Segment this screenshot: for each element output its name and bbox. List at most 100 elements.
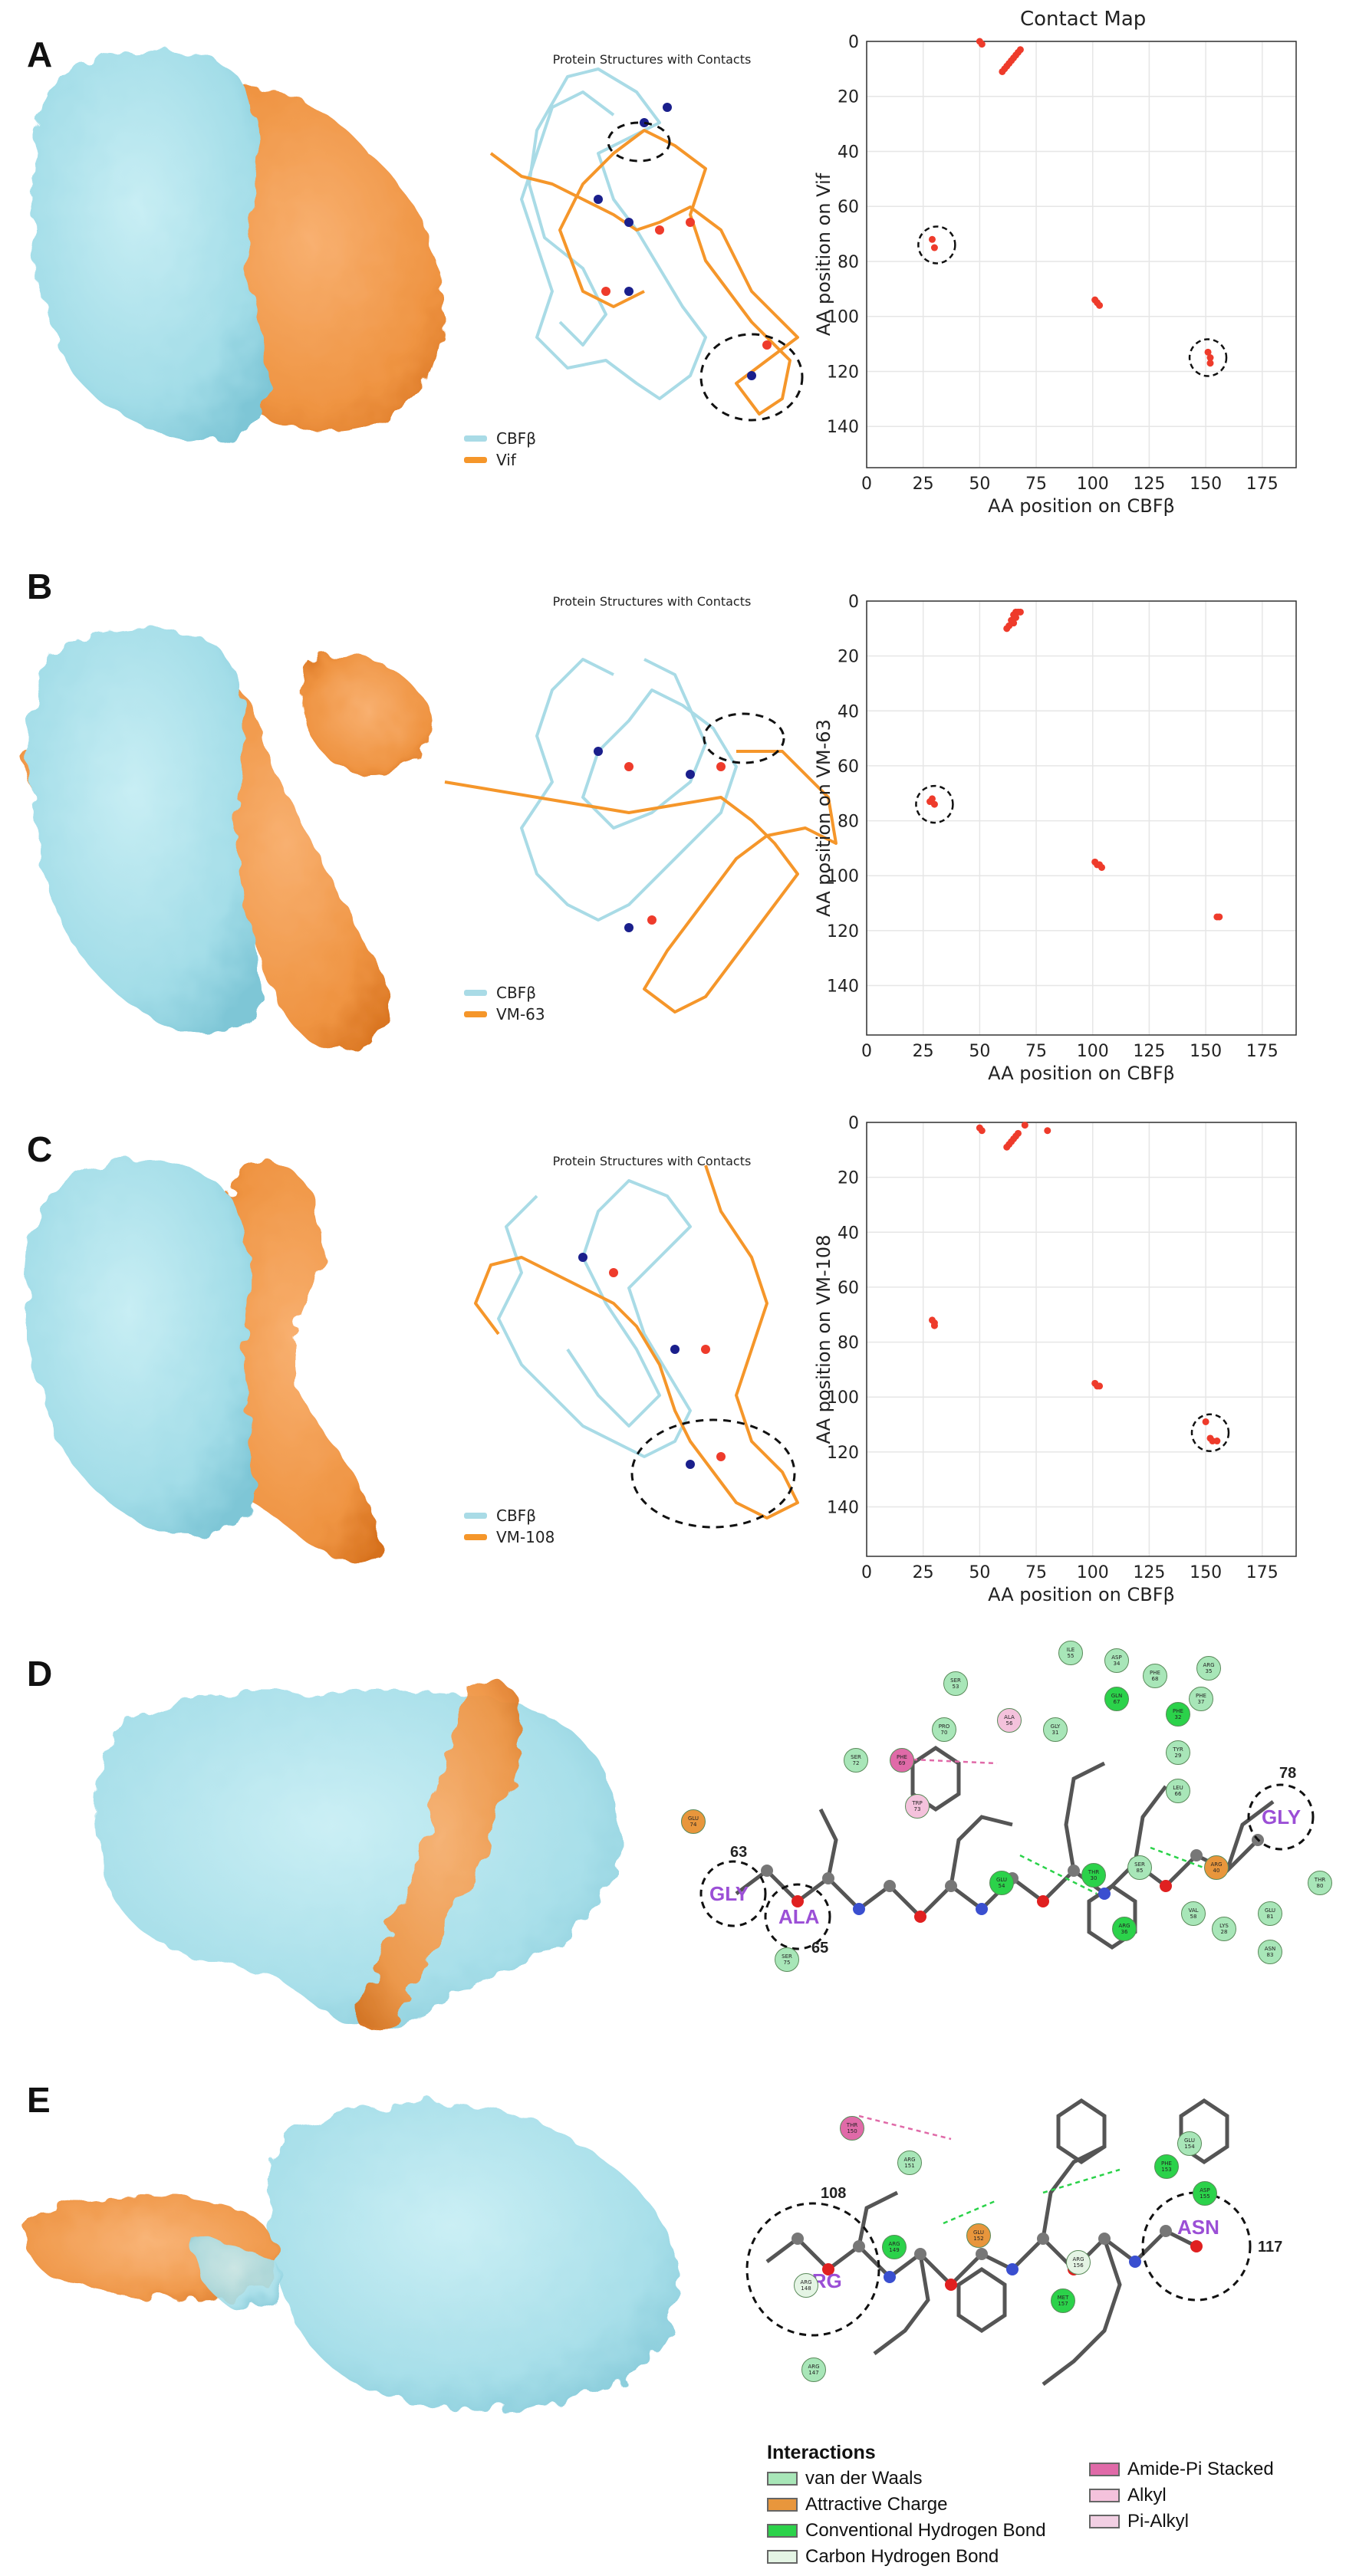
residue-bubble: THR 80	[1308, 1871, 1332, 1895]
y-tick-label: 120	[827, 363, 859, 382]
interaction-label: Pi-Alkyl	[1127, 2511, 1190, 2532]
residue-bubble: PHE 37	[1189, 1687, 1213, 1711]
grid	[866, 600, 1296, 1035]
residue-number: 108	[821, 2185, 847, 2202]
y-tick-label: 140	[827, 978, 859, 997]
x-tick-label: 50	[969, 475, 990, 494]
y-tick-label: 80	[838, 1334, 859, 1353]
residue-bubble: GLU 81	[1258, 1901, 1282, 1926]
y-tick-label: 20	[838, 1169, 859, 1188]
contact-point	[1016, 608, 1024, 616]
y-tick-label: 140	[827, 418, 859, 437]
x-tick-label: 100	[1077, 475, 1109, 494]
legend-label: VM-108	[496, 1528, 555, 1546]
y-tick-label: 0	[848, 33, 859, 52]
legend-swatch-partner	[464, 1534, 487, 1540]
interaction-swatch	[1089, 2463, 1120, 2476]
residue-number: 78	[1279, 1765, 1297, 1782]
plot-frame	[866, 41, 1297, 468]
panel-letter-a: A	[27, 34, 53, 74]
residue-bubble: ARG 35	[1196, 1656, 1221, 1681]
panel-letter-c: C	[27, 1129, 53, 1169]
residue-bubble: LEU 66	[1166, 1779, 1190, 1803]
contact-point	[1044, 1127, 1051, 1135]
x-tick-label: 175	[1246, 475, 1279, 494]
trace-a-partner	[489, 129, 799, 416]
interaction-item: Pi-Alkyl	[1089, 2511, 1189, 2532]
x-tick-label: 0	[861, 1042, 872, 1061]
interaction-label: Amide-Pi Stacked	[1127, 2459, 1274, 2479]
interaction-label: Attractive Charge	[805, 2494, 948, 2515]
panel-letter-d: D	[27, 1654, 53, 1694]
residue-bubble: ALA 56	[997, 1708, 1022, 1733]
contact-map-title: Contact Map	[1020, 8, 1147, 31]
interaction-item: Carbon Hydrogen Bond	[767, 2546, 999, 2568]
x-tick-label: 25	[913, 475, 934, 494]
legend-a-partner: Vif	[464, 451, 516, 469]
y-tick-label: 120	[827, 1444, 859, 1463]
residue-bubble: ARG 36	[1112, 1917, 1137, 1941]
contact-point	[1206, 354, 1214, 362]
x-axis-label: AA position on CBFβ	[988, 1063, 1175, 1084]
residue-label-gly: GLY	[709, 1882, 749, 1905]
residue-bubble: TRP 73	[905, 1794, 930, 1819]
plot-frame	[866, 600, 1297, 1036]
residue-bubble: ARG 40	[1204, 1855, 1229, 1880]
interaction-label: van der Waals	[805, 2468, 923, 2489]
residue-label-asn: ASN	[1177, 2216, 1219, 2239]
panel-letter-e: E	[27, 2080, 51, 2120]
contact-map-c: 0 25 50 75 100 125 150 175 0 20 40 60 80 100 120 140 AA …	[813, 1114, 1297, 1605]
interaction-item: Attractive Charge	[767, 2494, 947, 2515]
contact-point	[930, 1322, 938, 1329]
highlight-circle	[915, 784, 954, 824]
y-tick-label: 100	[827, 1388, 859, 1408]
residue-number: 63	[730, 1844, 748, 1861]
legend-label: Vif	[496, 451, 516, 469]
y-tick-label: 20	[838, 88, 859, 107]
residue-bubble: ARG 148	[794, 2273, 818, 2298]
residue-bubble: ILE 55	[1058, 1641, 1083, 1665]
y-tick-label: 0	[848, 593, 859, 612]
y-tick-label: 0	[848, 1114, 859, 1133]
contact-point	[1096, 301, 1104, 309]
residue-label-ala: ALA	[778, 1905, 820, 1928]
contact-point	[1003, 625, 1011, 632]
residue-bubble: THR 30	[1081, 1863, 1106, 1888]
y-tick-label: 60	[838, 1279, 859, 1298]
highlight-circle	[1188, 338, 1228, 377]
residue-number: 65	[811, 1940, 829, 1957]
legend-label: CBFβ	[496, 984, 536, 1002]
legend-c-cbf: CBFβ	[464, 1506, 536, 1525]
interaction-item: Alkyl	[1089, 2485, 1167, 2506]
x-tick-label: 150	[1190, 1042, 1222, 1061]
y-tick-label: 40	[838, 143, 859, 162]
contact-point	[1098, 863, 1106, 871]
y-tick-label: 100	[827, 308, 859, 327]
legend-swatch-cbf	[464, 1513, 487, 1519]
trace-c-partner	[474, 1165, 799, 1520]
residue-bubble: GLU 54	[989, 1871, 1014, 1895]
interaction-label: Alkyl	[1127, 2485, 1167, 2505]
legend-c-partner: VM-108	[464, 1528, 555, 1546]
surface-c	[25, 1159, 383, 1564]
interactions-legend: Interactions van der Waals Attractive Ch…	[767, 2442, 1346, 2572]
residue-bubble: PHE 69	[890, 1748, 914, 1773]
x-tick-label: 100	[1077, 1042, 1109, 1061]
interaction-swatch	[767, 2498, 798, 2512]
residue-number: 117	[1258, 2239, 1283, 2256]
plot-frame	[866, 1122, 1297, 1557]
interaction-swatch	[767, 2524, 798, 2538]
legend-swatch-cbf	[464, 435, 487, 442]
x-tick-label: 125	[1133, 1042, 1165, 1061]
legend-swatch-partner	[464, 457, 487, 463]
legend-b-cbf: CBFβ	[464, 984, 536, 1002]
y-tick-label: 40	[838, 1224, 859, 1243]
residue-label-gly: GLY	[1262, 1806, 1302, 1829]
contact-point	[930, 244, 938, 251]
x-tick-label: 0	[861, 475, 872, 494]
interaction-swatch	[1089, 2489, 1120, 2502]
residue-bubble: ARG 149	[882, 2235, 907, 2259]
